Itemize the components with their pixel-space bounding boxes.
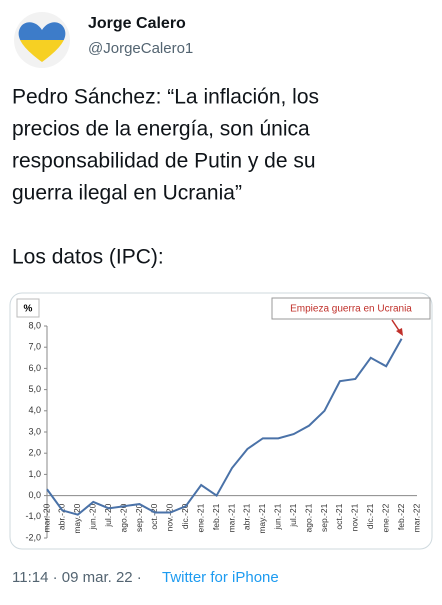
x-tick-label: nov.-21 — [350, 503, 360, 531]
x-tick-label: mar.-21 — [226, 503, 236, 532]
media-frame[interactable] — [9, 292, 433, 550]
y-tick-label: 7,0 — [28, 342, 41, 352]
avatar[interactable] — [14, 12, 70, 68]
x-tick-label: feb.-21 — [211, 503, 221, 530]
handle[interactable]: @JorgeCalero1 — [88, 40, 193, 57]
x-tick-label: mar.-20 — [41, 503, 51, 532]
annotation-arrowhead — [396, 328, 403, 336]
x-tick-label: oct.-20 — [149, 503, 159, 529]
y-tick-label: -1,0 — [25, 511, 41, 521]
y-tick-label: 2,0 — [28, 448, 41, 458]
y-tick-label: 4,0 — [28, 405, 41, 415]
display-name[interactable]: Jorge Calero — [88, 15, 186, 32]
x-tick-label: jul.-21 — [288, 503, 298, 527]
x-tick-label: abr.-20 — [57, 503, 67, 530]
x-tick-label: oct.-21 — [334, 503, 344, 529]
y-tick-label: 1,0 — [28, 469, 41, 479]
y-tick-label: 0,0 — [28, 490, 41, 500]
y-tick-label: -2,0 — [25, 532, 41, 542]
x-tick-label: mar.-22 — [411, 503, 421, 532]
y-tick-label: 8,0 — [28, 320, 41, 330]
x-tick-label: feb.-22 — [396, 503, 406, 530]
tweet-text: guerra ilegal en Ucrania” — [12, 182, 242, 205]
y-label-box — [16, 298, 40, 318]
x-tick-label: may.-21 — [257, 503, 267, 533]
y-axis-label: % — [24, 304, 33, 315]
x-tick-label: jun.-21 — [273, 503, 283, 530]
x-tick-label: ene.-22 — [380, 503, 390, 532]
x-tick-label: ene.-21 — [195, 503, 205, 532]
x-tick-label: may.-20 — [72, 503, 82, 533]
x-tick-label: sep.-21 — [319, 503, 329, 532]
tweet-text: responsabilidad de Putin y de su — [12, 150, 316, 173]
annotation: Empieza guerra en Ucrania — [290, 304, 412, 315]
x-tick-label: ago.-20 — [118, 503, 128, 532]
timestamp[interactable]: 11:14 · 09 mar. 22 · — [12, 569, 142, 586]
x-tick-label: abr.-21 — [242, 503, 252, 530]
x-tick-label: ago.-21 — [303, 503, 313, 532]
y-tick-label: 6,0 — [28, 363, 41, 373]
tweet-text: precios de la energía, son única — [12, 118, 310, 141]
tweet-text: Pedro Sánchez: “La inflación, los — [12, 86, 319, 109]
x-tick-label: jun.-20 — [88, 503, 98, 530]
x-tick-label: jul.-20 — [103, 503, 113, 527]
annotation-box — [271, 297, 431, 320]
x-tick-label: dic.-21 — [365, 503, 375, 529]
tweet-text: Los datos (IPC): — [12, 246, 164, 269]
y-tick-label: 3,0 — [28, 426, 41, 436]
x-tick-label: nov.-20 — [165, 503, 175, 531]
x-tick-label: dic.-20 — [180, 503, 190, 529]
source[interactable]: Twitter for iPhone — [162, 569, 279, 586]
line-series — [46, 338, 403, 516]
x-tick-label: sep.-20 — [134, 503, 144, 532]
y-tick-label: 5,0 — [28, 384, 41, 394]
